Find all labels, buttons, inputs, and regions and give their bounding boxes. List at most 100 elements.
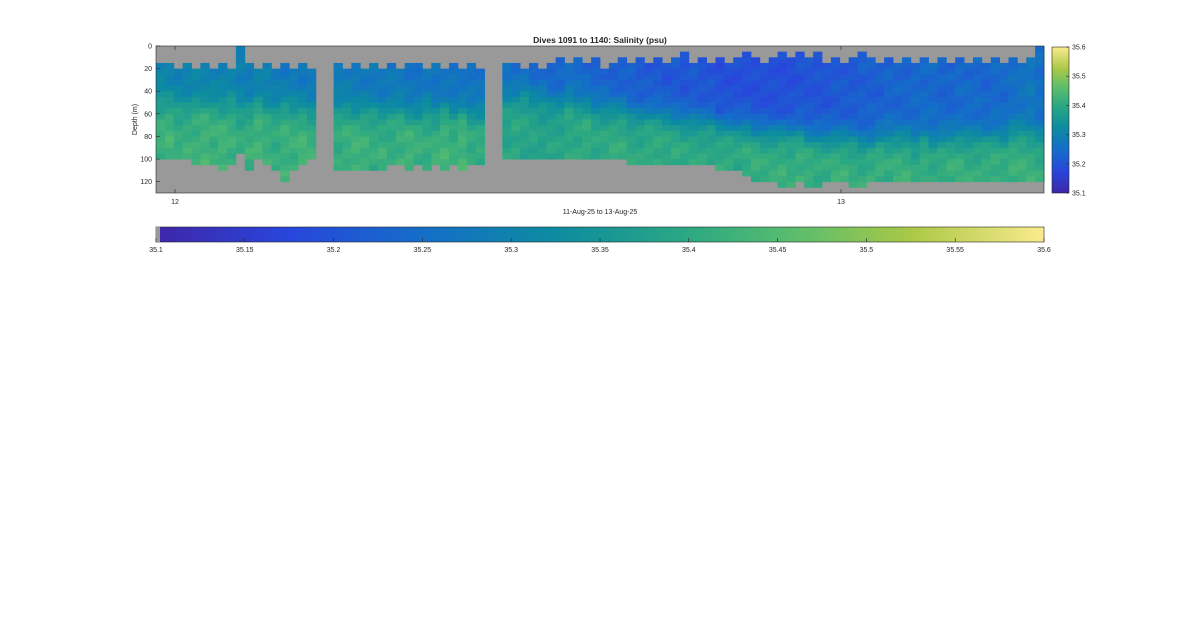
salinity-cell xyxy=(413,119,423,126)
salinity-cell xyxy=(901,102,912,109)
salinity-cell xyxy=(342,142,352,149)
salinity-cell xyxy=(218,68,228,75)
salinity-cell xyxy=(280,136,290,143)
salinity-cell xyxy=(591,85,601,92)
salinity-cell xyxy=(679,96,690,103)
salinity-cell xyxy=(235,46,246,53)
salinity-cell xyxy=(555,136,565,143)
salinity-cell xyxy=(768,62,778,70)
salinity-cell xyxy=(839,153,850,160)
salinity-cell xyxy=(972,62,983,70)
salinity-cell xyxy=(839,130,850,137)
salinity-cell xyxy=(395,119,406,126)
salinity-cell xyxy=(875,96,885,103)
salinity-cell xyxy=(156,147,166,154)
salinity-cell xyxy=(724,102,734,109)
salinity-cell xyxy=(173,108,184,115)
colorbar-tick-label: 35.3 xyxy=(504,247,518,254)
salinity-cell xyxy=(298,130,308,137)
salinity-cell xyxy=(440,147,450,154)
salinity-cell xyxy=(342,125,352,132)
salinity-cell xyxy=(298,119,308,126)
salinity-cell xyxy=(457,119,468,126)
salinity-cell xyxy=(378,68,388,75)
salinity-cell xyxy=(768,74,778,81)
salinity-cell xyxy=(333,159,343,166)
salinity-cell xyxy=(822,74,832,81)
salinity-cell xyxy=(759,164,770,171)
salinity-cell xyxy=(298,153,308,160)
salinity-cell xyxy=(600,125,610,132)
salinity-cell xyxy=(733,125,743,132)
salinity-cell xyxy=(200,85,210,92)
salinity-cell xyxy=(182,113,192,120)
salinity-cell xyxy=(733,164,743,171)
salinity-cell xyxy=(173,125,184,132)
salinity-cell xyxy=(600,85,610,92)
salinity-cell xyxy=(626,136,636,143)
salinity-cell xyxy=(262,85,272,92)
salinity-cell xyxy=(768,147,778,154)
salinity-cell xyxy=(857,170,867,177)
salinity-cell xyxy=(795,96,805,103)
salinity-cell xyxy=(191,108,201,115)
salinity-cell xyxy=(573,136,583,143)
salinity-cell xyxy=(360,119,370,126)
salinity-cell xyxy=(1017,74,1027,81)
salinity-cell xyxy=(901,125,912,132)
salinity-cell xyxy=(306,113,317,120)
salinity-cell xyxy=(475,153,485,160)
salinity-cell xyxy=(822,136,832,143)
salinity-cell xyxy=(724,96,734,103)
salinity-cell xyxy=(218,142,228,149)
salinity-cell xyxy=(466,125,477,132)
salinity-cell xyxy=(200,62,210,70)
salinity-cell xyxy=(671,142,681,149)
salinity-cell xyxy=(440,153,450,160)
salinity-cell xyxy=(591,74,601,81)
salinity-cell xyxy=(1026,170,1036,177)
salinity-cell xyxy=(156,125,166,132)
salinity-cell xyxy=(813,51,823,58)
salinity-cell xyxy=(795,113,805,120)
salinity-cell xyxy=(608,108,619,115)
salinity-cell xyxy=(919,102,929,109)
salinity-cell xyxy=(298,74,308,81)
salinity-cell xyxy=(271,74,281,81)
salinity-cell xyxy=(750,85,761,92)
salinity-cell xyxy=(626,153,636,160)
salinity-cell xyxy=(786,68,796,75)
salinity-cell xyxy=(253,130,263,137)
salinity-cell xyxy=(653,147,663,154)
salinity-cell xyxy=(750,164,761,171)
salinity-cell xyxy=(422,96,432,103)
salinity-cell xyxy=(724,74,734,81)
salinity-cell xyxy=(671,79,681,86)
salinity-cell xyxy=(919,142,929,149)
salinity-cell xyxy=(600,136,610,143)
salinity-cell xyxy=(440,85,450,92)
salinity-cell xyxy=(1026,79,1036,86)
salinity-cell xyxy=(564,153,574,160)
salinity-cell xyxy=(742,130,752,137)
salinity-cell xyxy=(822,164,832,171)
salinity-cell xyxy=(813,181,823,188)
salinity-cell xyxy=(910,119,921,126)
salinity-cell xyxy=(857,159,867,166)
salinity-cell xyxy=(742,119,752,126)
salinity-cell xyxy=(466,119,477,126)
salinity-cell xyxy=(715,113,725,120)
salinity-cell xyxy=(937,62,947,70)
salinity-cell xyxy=(244,74,255,81)
salinity-cell xyxy=(582,96,592,103)
salinity-cell xyxy=(653,62,663,70)
salinity-cell xyxy=(511,142,521,149)
salinity-cell xyxy=(795,125,805,132)
salinity-cell xyxy=(955,85,965,92)
salinity-cell xyxy=(964,108,974,115)
salinity-cell xyxy=(999,108,1009,115)
salinity-cell xyxy=(200,102,210,109)
salinity-cell xyxy=(280,142,290,149)
salinity-cell xyxy=(218,164,228,171)
salinity-cell xyxy=(289,91,299,98)
